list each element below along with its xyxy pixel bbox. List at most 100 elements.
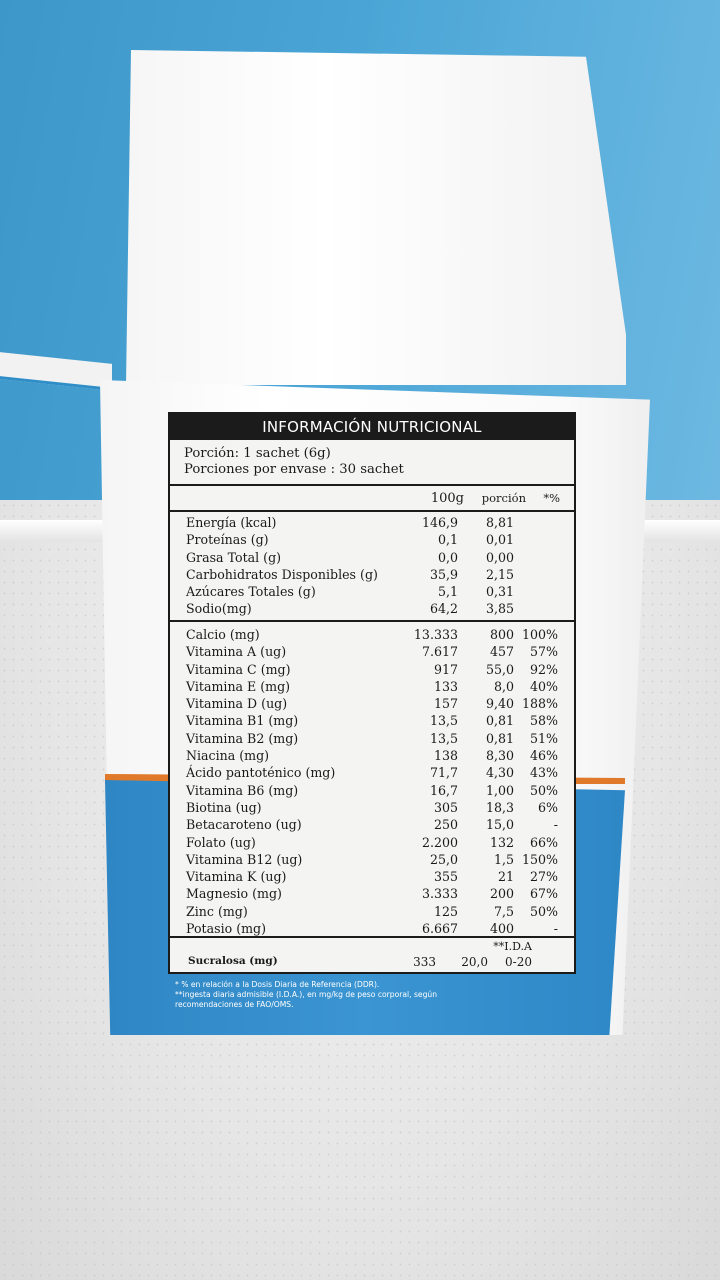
nutrient-name: Magnesio (mg)	[186, 886, 282, 902]
nutrient-row: Vitamina B2 (mg) 13,5 0,81 51%	[170, 730, 574, 747]
nutrient-percent: 6%	[538, 799, 558, 815]
ida-header: **I.D.A	[493, 940, 532, 953]
nutrient-per-100g: 13,5	[429, 713, 458, 729]
nutrient-per-100g: 3.333	[421, 886, 458, 902]
serving-info: Porción: 1 sachet (6g) Porciones por env…	[170, 440, 574, 486]
nutrient-name: Vitamina B6 (mg)	[186, 782, 299, 798]
nutrient-row: Magnesio (mg) 3.333 200 67%	[170, 885, 574, 902]
nutrient-name: Ácido pantoténico (mg)	[186, 765, 336, 781]
nutrient-name: Betacaroteno (ug)	[186, 817, 302, 833]
nutrient-per-serving: 18,3	[485, 799, 514, 815]
nutrient-per-serving: 9,40	[485, 696, 514, 712]
nutrient-name: Zinc (mg)	[186, 903, 248, 919]
nutrient-row: Proteínas (g) 0,1 0,01	[170, 531, 574, 548]
nutrient-row: Vitamina B1 (mg) 13,5 0,81 58%	[170, 712, 574, 729]
micronutrient-block: Calcio (mg) 13.333 800 100% Vitamina A (ug) 7…	[170, 622, 574, 938]
label-title: INFORMACIÓN NUTRICIONAL	[170, 414, 574, 440]
nutrient-per-serving: 8,30	[485, 748, 514, 764]
nutrient-row: Vitamina A (ug) 7.617 457 57%	[170, 643, 574, 660]
col-head-portion: porción	[481, 491, 526, 505]
nutrient-per-100g: 146,9	[421, 515, 458, 530]
label-footnotes: * % en relación a la Dosis Diaria de Ref…	[175, 980, 555, 1010]
nutrient-per-serving: 8,0	[493, 678, 514, 694]
footnote-fao: recomendaciones de FAO/OMS.	[175, 1000, 294, 1009]
nutrition-facts-label: INFORMACIÓN NUTRICIONAL Porción: 1 sache…	[168, 412, 576, 974]
nutrient-name: Vitamina E (mg)	[186, 678, 291, 694]
nutrient-per-100g: 6.667	[421, 921, 458, 937]
nutrient-percent: 51%	[530, 730, 558, 746]
column-headers: 100g porción *%	[170, 486, 574, 512]
nutrient-per-100g: 138	[433, 748, 458, 764]
nutrient-per-100g: 64,2	[429, 601, 458, 617]
nutrient-name: Proteínas (g)	[186, 532, 269, 548]
nutrient-percent: 40%	[530, 678, 558, 694]
footnote-ida: **ingesta diaria admisible (I.D.A.), en …	[175, 990, 438, 999]
nutrient-per-100g: 13,5	[429, 730, 458, 746]
nutrient-percent: 57%	[530, 644, 558, 660]
serving-size: Porción: 1 sachet (6g)	[184, 446, 331, 461]
nutrient-name: Vitamina A (ug)	[186, 644, 287, 660]
nutrient-row: Ácido pantoténico (mg) 71,7 4,30 43%	[170, 764, 574, 781]
nutrient-per-100g: 250	[433, 817, 458, 833]
nutrient-row: Vitamina K (ug) 355 21 27%	[170, 868, 574, 885]
nutrient-per-serving: 8,81	[485, 515, 514, 530]
nutrient-per-serving: 7,5	[493, 903, 514, 919]
box-lid	[126, 50, 626, 385]
nutrient-per-100g: 35,9	[429, 566, 458, 582]
nutrient-per-100g: 25,0	[429, 851, 458, 867]
nutrient-percent: 188%	[521, 696, 558, 712]
nutrient-name: Vitamina B12 (ug)	[186, 851, 303, 867]
nutrient-row: Niacina (mg) 138 8,30 46%	[170, 747, 574, 764]
nutrient-percent: 150%	[521, 851, 558, 867]
nutrient-per-100g: 13.333	[413, 627, 458, 642]
nutrient-per-serving: 0,31	[485, 584, 514, 600]
nutrient-row: Vitamina E (mg) 133 8,0 40%	[170, 678, 574, 695]
sucralose-portion: 20,0	[461, 955, 488, 969]
nutrient-percent: 100%	[521, 627, 558, 642]
nutrient-per-serving: 0,00	[485, 549, 514, 565]
nutrient-row: Zinc (mg) 125 7,5 50%	[170, 903, 574, 920]
nutrient-per-100g: 2.200	[421, 834, 458, 850]
nutrient-row: Betacaroteno (ug) 250 15,0 -	[170, 816, 574, 833]
nutrient-percent: 92%	[530, 661, 558, 677]
nutrient-row: Folato (ug) 2.200 132 66%	[170, 834, 574, 851]
nutrient-per-serving: 2,15	[485, 566, 514, 582]
nutrient-percent: 27%	[530, 869, 558, 885]
nutrient-percent: 67%	[530, 886, 558, 902]
nutrient-name: Calcio (mg)	[186, 627, 260, 642]
nutrient-per-100g: 5,1	[437, 584, 458, 600]
nutrient-per-serving: 3,85	[485, 601, 514, 617]
nutrient-row: Energía (kcal) 146,9 8,81	[170, 514, 574, 531]
nutrient-per-100g: 7.617	[421, 644, 458, 660]
nutrient-row: Grasa Total (g) 0,0 0,00	[170, 549, 574, 566]
nutrient-percent: 50%	[530, 903, 558, 919]
sucralose-section: **I.D.A Sucralosa (mg) 333 20,0 0-20	[170, 938, 574, 972]
sucralose-ida: 0-20	[505, 955, 532, 969]
nutrient-row: Biotina (ug) 305 18,3 6%	[170, 799, 574, 816]
nutrient-row: Vitamina B6 (mg) 16,7 1,00 50%	[170, 782, 574, 799]
nutrient-name: Carbohidratos Disponibles (g)	[186, 566, 378, 582]
nutrient-per-serving: 132	[489, 834, 514, 850]
nutrient-per-serving: 800	[489, 627, 514, 642]
nutrient-name: Vitamina D (ug)	[186, 696, 288, 712]
nutrient-per-serving: 200	[489, 886, 514, 902]
nutrient-row: Carbohidratos Disponibles (g) 35,9 2,15	[170, 566, 574, 583]
nutrient-name: Potasio (mg)	[186, 921, 267, 937]
nutrient-per-100g: 305	[433, 799, 458, 815]
nutrient-row: Potasio (mg) 6.667 400 -	[170, 920, 574, 937]
nutrient-percent: 66%	[530, 834, 558, 850]
sucralose-name: Sucralosa (mg)	[188, 955, 278, 967]
nutrient-per-100g: 0,0	[437, 549, 458, 565]
servings-per-container: Porciones por envase : 30 sachet	[184, 462, 404, 477]
footnote-ddr: * % en relación a la Dosis Diaria de Ref…	[175, 980, 380, 989]
nutrient-per-serving: 0,81	[485, 730, 514, 746]
nutrient-percent: 43%	[530, 765, 558, 781]
nutrient-percent: -	[553, 921, 558, 937]
nutrient-per-100g: 0,1	[437, 532, 458, 548]
nutrient-name: Vitamina K (ug)	[186, 869, 287, 885]
nutrient-row: Calcio (mg) 13.333 800 100%	[170, 626, 574, 643]
nutrient-row: Vitamina C (mg) 917 55,0 92%	[170, 661, 574, 678]
nutrient-name: Azúcares Totales (g)	[186, 584, 316, 600]
nutrient-percent: 50%	[530, 782, 558, 798]
